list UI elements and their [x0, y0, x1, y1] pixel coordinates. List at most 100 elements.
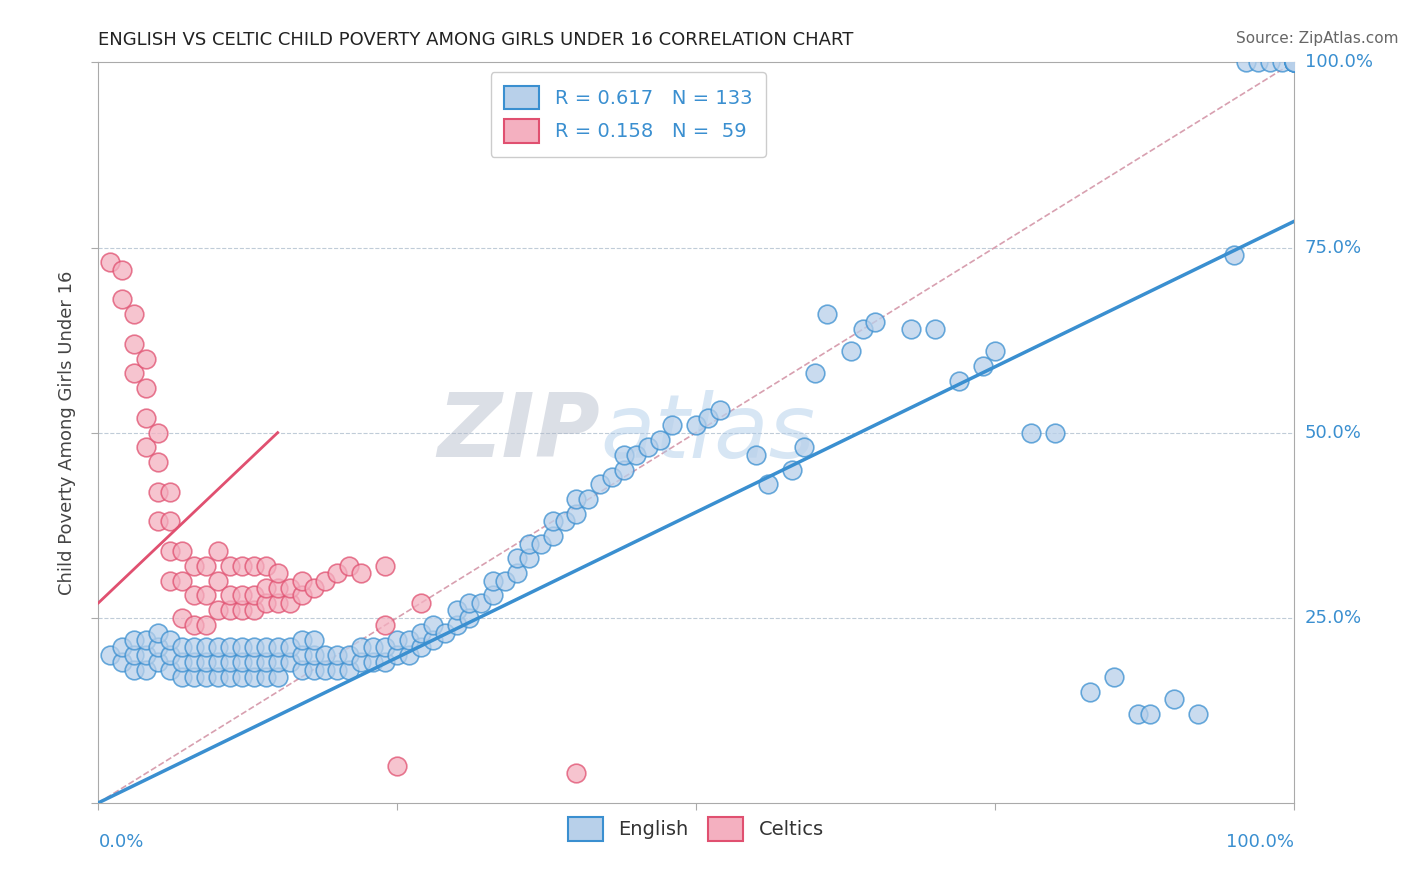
- Point: [291, 632, 314, 647]
- Point: [183, 589, 205, 603]
- Point: [411, 625, 433, 640]
- Point: [948, 374, 970, 388]
- Point: [434, 625, 457, 640]
- Point: [1247, 55, 1270, 70]
- Point: [984, 344, 1007, 359]
- Point: [685, 418, 707, 433]
- Point: [231, 589, 253, 603]
- Point: [207, 574, 229, 588]
- Point: [385, 648, 409, 662]
- Point: [602, 470, 624, 484]
- Point: [231, 640, 253, 655]
- Point: [148, 515, 170, 529]
- Point: [254, 558, 277, 573]
- Point: [517, 536, 540, 550]
- Point: [124, 648, 146, 662]
- Point: [1163, 692, 1185, 706]
- Point: [697, 410, 720, 425]
- Text: atlas: atlas: [600, 390, 815, 475]
- Point: [159, 663, 181, 677]
- Point: [648, 433, 672, 447]
- Point: [159, 574, 181, 588]
- Point: [481, 574, 505, 588]
- Point: [231, 655, 253, 669]
- Point: [374, 558, 396, 573]
- Point: [1271, 55, 1294, 70]
- Text: 0.0%: 0.0%: [98, 833, 143, 851]
- Point: [135, 441, 157, 455]
- Point: [398, 648, 420, 662]
- Point: [446, 618, 468, 632]
- Point: [195, 670, 218, 684]
- Point: [254, 640, 277, 655]
- Point: [709, 403, 731, 417]
- Point: [924, 322, 946, 336]
- Point: [315, 648, 337, 662]
- Point: [195, 589, 218, 603]
- Point: [291, 663, 314, 677]
- Point: [135, 663, 157, 677]
- Point: [578, 492, 600, 507]
- Point: [481, 589, 505, 603]
- Point: [148, 425, 170, 440]
- Point: [458, 596, 481, 610]
- Point: [780, 462, 803, 476]
- Point: [1043, 425, 1066, 440]
- Point: [124, 632, 146, 647]
- Point: [148, 484, 170, 499]
- Point: [302, 663, 325, 677]
- Point: [243, 655, 266, 669]
- Point: [124, 336, 146, 351]
- Point: [363, 640, 385, 655]
- Point: [219, 670, 242, 684]
- Point: [254, 581, 277, 595]
- Point: [207, 670, 229, 684]
- Point: [374, 618, 396, 632]
- Point: [231, 603, 253, 617]
- Point: [339, 663, 361, 677]
- Point: [172, 640, 194, 655]
- Point: [267, 596, 290, 610]
- Point: [291, 648, 314, 662]
- Point: [183, 670, 205, 684]
- Point: [1282, 55, 1305, 70]
- Point: [1139, 706, 1161, 721]
- Point: [135, 351, 157, 366]
- Point: [183, 655, 205, 669]
- Point: [302, 581, 325, 595]
- Point: [374, 640, 396, 655]
- Point: [1104, 670, 1126, 684]
- Point: [541, 515, 564, 529]
- Point: [159, 632, 181, 647]
- Point: [541, 529, 564, 543]
- Point: [900, 322, 922, 336]
- Point: [231, 670, 253, 684]
- Point: [159, 515, 181, 529]
- Point: [207, 544, 229, 558]
- Point: [1234, 55, 1257, 70]
- Point: [183, 640, 205, 655]
- Text: ENGLISH VS CELTIC CHILD POVERTY AMONG GIRLS UNDER 16 CORRELATION CHART: ENGLISH VS CELTIC CHILD POVERTY AMONG GI…: [98, 31, 853, 49]
- Point: [172, 655, 194, 669]
- Point: [148, 455, 170, 469]
- Point: [159, 648, 181, 662]
- Point: [254, 670, 277, 684]
- Text: 25.0%: 25.0%: [1305, 608, 1362, 627]
- Point: [637, 441, 659, 455]
- Point: [315, 574, 337, 588]
- Point: [148, 640, 170, 655]
- Point: [254, 655, 277, 669]
- Point: [98, 648, 122, 662]
- Point: [243, 558, 266, 573]
- Point: [363, 655, 385, 669]
- Point: [172, 670, 194, 684]
- Point: [1282, 55, 1305, 70]
- Point: [411, 640, 433, 655]
- Point: [446, 603, 468, 617]
- Point: [494, 574, 516, 588]
- Point: [326, 566, 349, 581]
- Point: [1282, 55, 1305, 70]
- Point: [411, 596, 433, 610]
- Point: [565, 766, 588, 780]
- Point: [124, 307, 146, 321]
